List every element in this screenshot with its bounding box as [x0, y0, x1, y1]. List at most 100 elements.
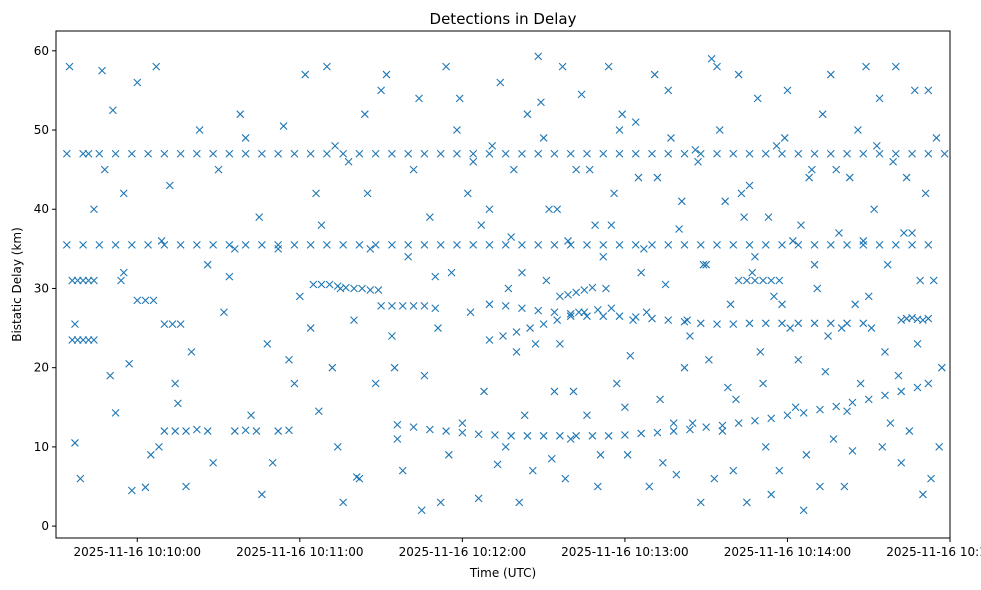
- data-point: [366, 286, 375, 294]
- data-point: [109, 106, 117, 115]
- data-point: [664, 149, 673, 158]
- data-point: [691, 145, 700, 154]
- data-point: [696, 319, 705, 328]
- data-point: [664, 86, 673, 95]
- data-point: [924, 241, 933, 249]
- data-point: [203, 260, 212, 269]
- data-point: [501, 302, 510, 310]
- data-point: [545, 205, 553, 214]
- data-point: [929, 276, 938, 285]
- data-point: [160, 427, 169, 435]
- data-point: [821, 367, 830, 376]
- data-point: [637, 429, 646, 438]
- data-point: [65, 62, 74, 71]
- data-point: [141, 483, 150, 492]
- data-point: [591, 221, 599, 229]
- data-point: [553, 205, 562, 214]
- data-point: [474, 430, 483, 439]
- data-point: [149, 296, 158, 305]
- data-point: [252, 427, 261, 435]
- data-point: [550, 387, 559, 396]
- data-point: [425, 425, 434, 434]
- data-point: [512, 347, 521, 356]
- data-point: [146, 450, 155, 459]
- data-point: [312, 189, 320, 198]
- data-point: [713, 320, 721, 328]
- data-point: [788, 237, 797, 245]
- data-point: [729, 241, 738, 249]
- data-point: [843, 407, 851, 416]
- data-point: [106, 371, 115, 380]
- data-point: [442, 427, 450, 435]
- data-point: [76, 474, 85, 483]
- data-point: [556, 340, 564, 348]
- data-point: [780, 134, 789, 142]
- data-point: [729, 466, 738, 475]
- data-point: [826, 70, 835, 79]
- data-point: [848, 446, 857, 455]
- data-point: [596, 450, 605, 459]
- data-point: [891, 62, 900, 71]
- data-point: [742, 276, 751, 285]
- data-point: [615, 126, 624, 134]
- data-point: [420, 241, 429, 249]
- data-point: [707, 54, 716, 63]
- data-point: [79, 241, 87, 249]
- data-point: [214, 165, 223, 174]
- data-point: [469, 149, 478, 158]
- data-point: [306, 324, 315, 332]
- data-point: [891, 149, 900, 158]
- data-point: [323, 62, 331, 71]
- data-point: [797, 221, 805, 229]
- data-point: [648, 314, 656, 323]
- data-point: [810, 319, 819, 328]
- data-point: [507, 233, 516, 241]
- data-point: [550, 308, 559, 317]
- data-point: [710, 474, 719, 483]
- data-point: [826, 149, 835, 158]
- data-point: [713, 62, 721, 71]
- data-point: [431, 304, 440, 313]
- data-point: [905, 427, 914, 435]
- data-point: [485, 300, 494, 309]
- data-point: [900, 229, 908, 237]
- data-point: [192, 241, 201, 249]
- data-point: [832, 402, 841, 411]
- data-point: [569, 387, 578, 396]
- data-point: [664, 316, 673, 325]
- data-point: [574, 308, 583, 317]
- data-point: [604, 62, 613, 71]
- data-point: [921, 189, 930, 198]
- data-point: [740, 213, 748, 222]
- data-point: [924, 86, 933, 95]
- data-point: [534, 241, 543, 249]
- data-point: [160, 320, 169, 328]
- data-point: [875, 94, 884, 103]
- y-tick-label: 10: [34, 440, 49, 454]
- data-point: [274, 149, 283, 158]
- data-point: [840, 482, 849, 491]
- data-point: [732, 395, 740, 404]
- data-point: [910, 86, 919, 95]
- data-point: [230, 427, 239, 435]
- data-point: [174, 399, 182, 408]
- data-point: [111, 149, 120, 158]
- data-point: [715, 126, 724, 134]
- data-point: [826, 319, 835, 328]
- data-point: [588, 431, 597, 440]
- data-point: [653, 173, 662, 182]
- data-point: [455, 94, 464, 103]
- data-point: [791, 403, 800, 412]
- data-point: [875, 241, 884, 249]
- data-point: [745, 319, 754, 328]
- data-point: [699, 260, 708, 269]
- data-point: [325, 280, 334, 289]
- data-point: [561, 474, 570, 483]
- data-point: [634, 173, 643, 182]
- data-point: [799, 408, 808, 417]
- data-point: [547, 454, 556, 463]
- data-point: [534, 52, 543, 61]
- data-point: [607, 304, 616, 313]
- data-point: [111, 408, 120, 417]
